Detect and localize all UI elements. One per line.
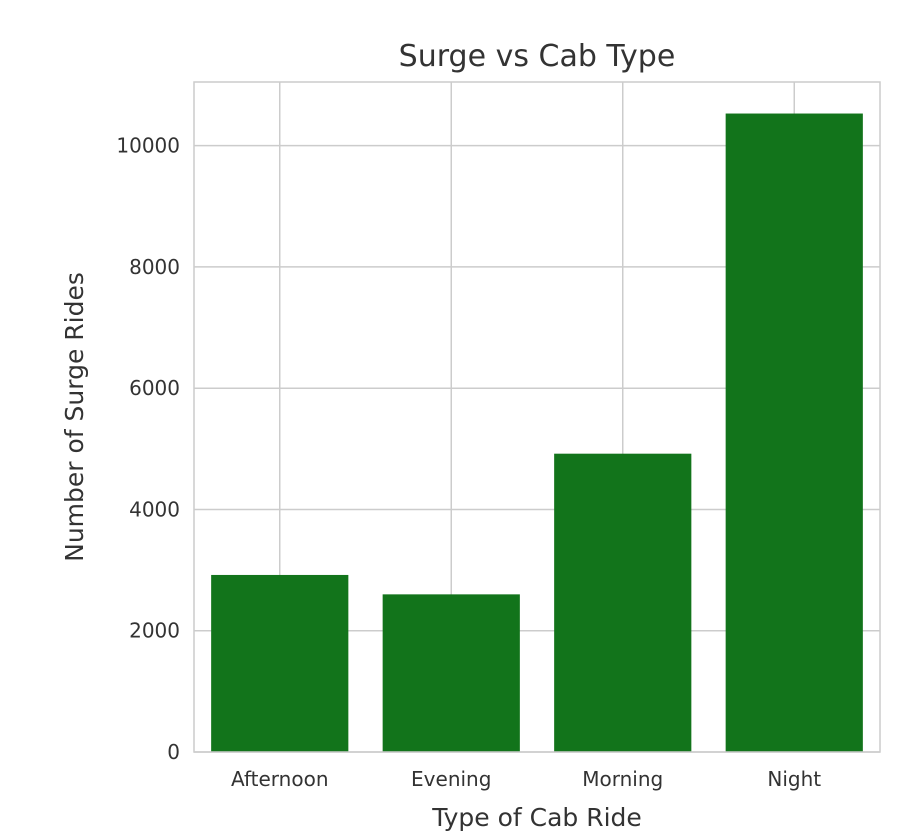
y-tick-label: 2000 [129, 619, 180, 643]
y-tick-labels: 0 2000 4000 6000 8000 10000 [116, 134, 180, 764]
x-tick-label: Morning [582, 767, 663, 791]
x-tick-label: Afternoon [231, 767, 329, 791]
x-tick-label: Night [767, 767, 821, 791]
y-tick-label: 10000 [116, 134, 180, 158]
bar-night [725, 113, 863, 752]
bar-evening [382, 594, 520, 752]
bar-morning [554, 453, 692, 752]
bar-afternoon [211, 574, 349, 752]
x-tick-label: Evening [411, 767, 491, 791]
x-tick-labels: Afternoon Evening Morning Night [231, 767, 821, 791]
chart-title: Surge vs Cab Type [399, 39, 676, 74]
plot-frame [193, 81, 881, 753]
y-tick-label: 4000 [129, 497, 180, 521]
y-tick-label: 8000 [129, 255, 180, 279]
x-axis-title: Type of Cab Ride [431, 803, 642, 832]
bars [211, 113, 863, 752]
y-tick-label: 6000 [129, 376, 180, 400]
y-tick-label: 0 [167, 740, 180, 764]
y-axis-title: Number of Surge Rides [60, 272, 89, 562]
